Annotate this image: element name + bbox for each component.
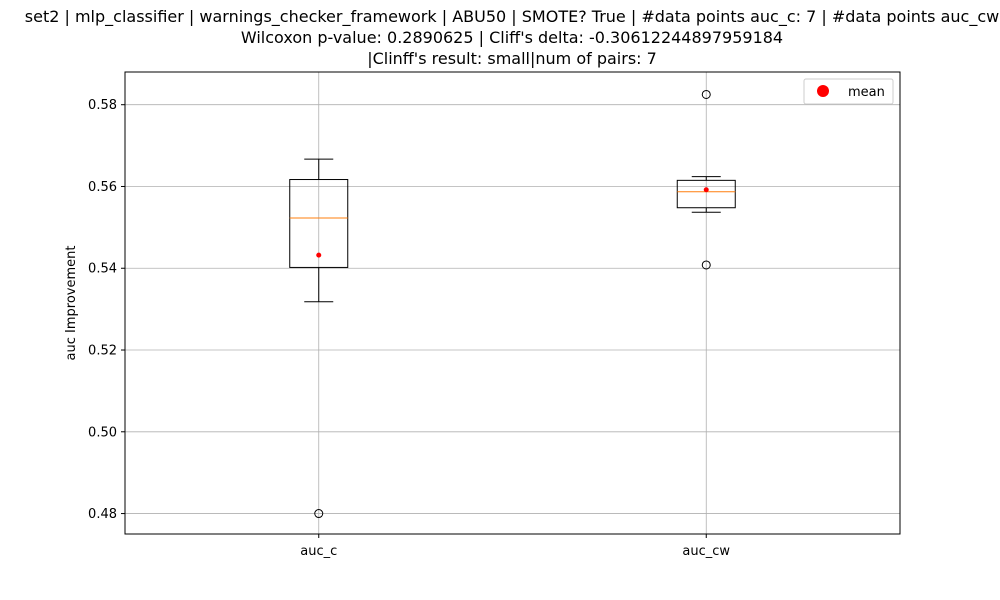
mean-marker (316, 252, 322, 258)
outlier-point (314, 509, 324, 519)
title-line-1: set2 | mlp_classifier | warnings_checker… (25, 7, 999, 27)
title-line-2: Wilcoxon p-value: 0.2890625 | Cliff's de… (241, 28, 783, 47)
y-tick-label: 0.58 (88, 98, 117, 113)
plot-area-frame (124, 71, 901, 535)
iqr-box (676, 179, 736, 209)
outlier-point (701, 260, 711, 270)
boxes (289, 89, 736, 519)
grid-lines (125, 72, 900, 534)
chart-title: set2 | mlp_classifier | warnings_checker… (25, 7, 999, 68)
outlier-point (701, 89, 711, 99)
y-tick-label: 0.56 (88, 180, 117, 195)
box-auc_c (289, 158, 349, 519)
legend-mean-label: mean (848, 85, 885, 100)
x-tick-label: auc_c (300, 544, 337, 559)
y-axis-label: auc Improvement (64, 246, 79, 361)
legend-mean-marker (817, 85, 829, 97)
box-auc_cw (676, 89, 736, 270)
mean-marker (703, 187, 709, 193)
y-tick-label: 0.48 (88, 507, 117, 522)
legend: mean (803, 78, 894, 105)
y-tick-label: 0.52 (88, 344, 117, 359)
x-axis: auc_c auc_cw (300, 534, 730, 559)
y-axis: 0.48 0.50 0.52 0.54 0.56 0.58 (88, 98, 125, 522)
x-tick-label: auc_cw (682, 544, 730, 559)
legend-frame (803, 78, 894, 105)
y-tick-label: 0.50 (88, 425, 117, 440)
y-tick-label: 0.54 (88, 262, 117, 277)
iqr-box (289, 179, 349, 268)
title-line-3: |Clinff's result: small|num of pairs: 7 (367, 49, 657, 68)
